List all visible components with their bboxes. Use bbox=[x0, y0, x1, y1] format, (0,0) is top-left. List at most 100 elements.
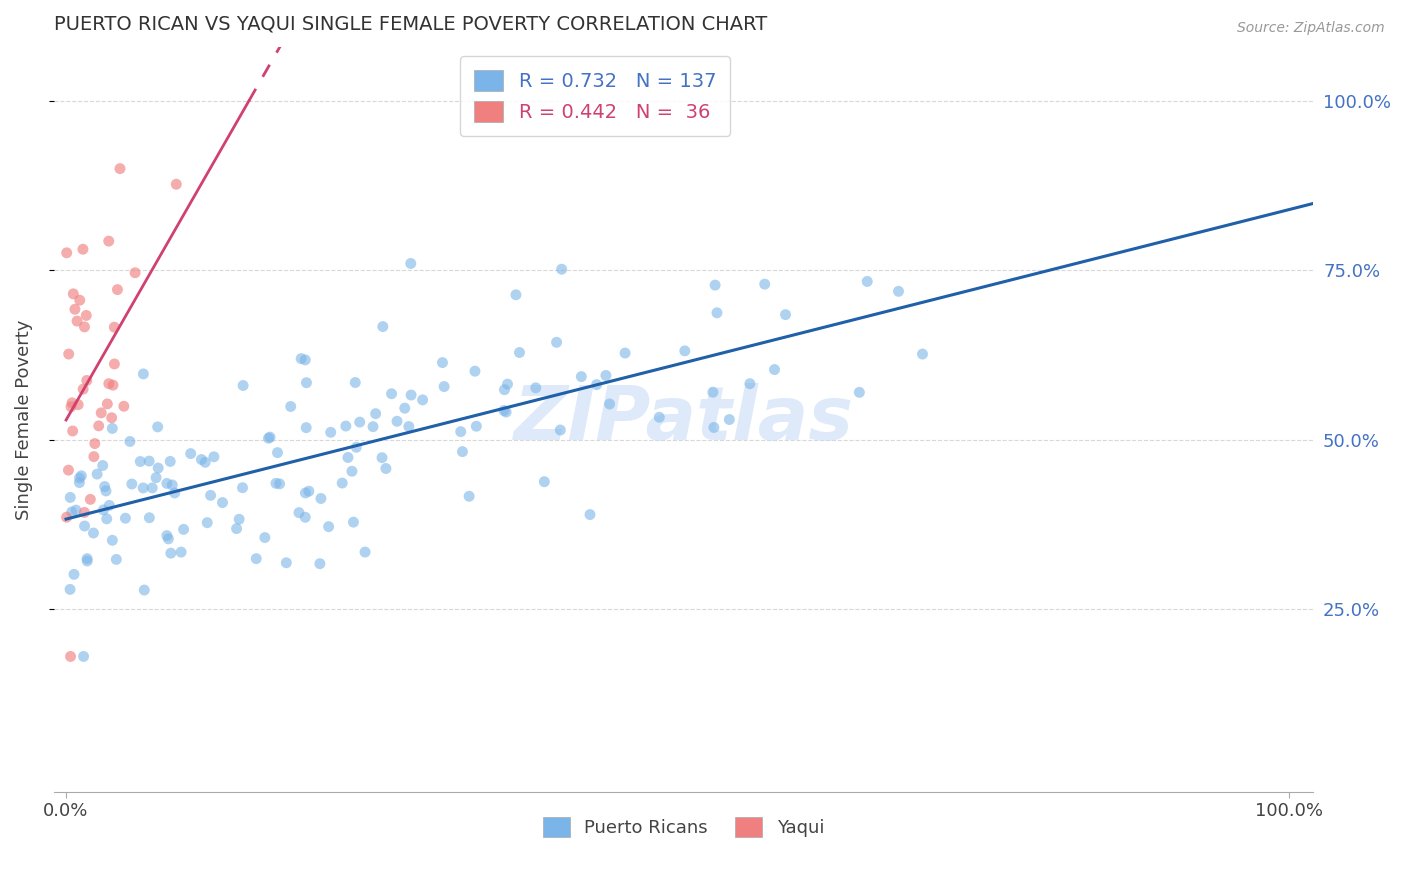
Point bbox=[63, 567, 86, 582]
Point bbox=[340, 464, 363, 478]
Point bbox=[354, 545, 377, 559]
Point bbox=[200, 488, 222, 502]
Point bbox=[496, 377, 519, 392]
Point bbox=[569, 369, 592, 384]
Point bbox=[55, 510, 77, 524]
Point bbox=[124, 266, 146, 280]
Point bbox=[371, 450, 394, 465]
Point bbox=[100, 410, 122, 425]
Point bbox=[398, 419, 420, 434]
Point bbox=[371, 319, 394, 334]
Point bbox=[202, 450, 225, 464]
Point bbox=[58, 347, 80, 361]
Point bbox=[294, 510, 316, 524]
Point bbox=[330, 476, 353, 491]
Point bbox=[738, 376, 761, 391]
Point bbox=[295, 420, 318, 434]
Point bbox=[70, 468, 93, 483]
Point bbox=[72, 382, 94, 396]
Point bbox=[450, 425, 472, 439]
Text: PUERTO RICAN VS YAQUI SINGLE FEMALE POVERTY CORRELATION CHART: PUERTO RICAN VS YAQUI SINGLE FEMALE POVE… bbox=[53, 15, 768, 34]
Point bbox=[349, 415, 371, 429]
Point bbox=[280, 400, 302, 414]
Point bbox=[67, 398, 90, 412]
Point bbox=[73, 519, 96, 533]
Point bbox=[59, 582, 82, 597]
Point bbox=[73, 505, 96, 519]
Text: Source: ZipAtlas.com: Source: ZipAtlas.com bbox=[1237, 21, 1385, 36]
Point bbox=[97, 234, 120, 248]
Point bbox=[87, 418, 110, 433]
Point bbox=[648, 410, 671, 425]
Point bbox=[173, 522, 195, 536]
Point bbox=[614, 346, 637, 360]
Point bbox=[266, 445, 288, 459]
Point bbox=[134, 582, 156, 597]
Point bbox=[374, 461, 396, 475]
Point bbox=[550, 262, 572, 277]
Point bbox=[579, 508, 602, 522]
Point bbox=[165, 178, 187, 192]
Point bbox=[318, 519, 340, 533]
Point bbox=[62, 286, 84, 301]
Point bbox=[69, 471, 91, 485]
Point bbox=[83, 436, 105, 450]
Legend: Puerto Ricans, Yaqui: Puerto Ricans, Yaqui bbox=[534, 808, 834, 847]
Point bbox=[319, 425, 342, 440]
Point bbox=[533, 475, 555, 489]
Point bbox=[138, 510, 160, 524]
Point bbox=[72, 649, 94, 664]
Point bbox=[394, 401, 416, 416]
Point bbox=[195, 516, 218, 530]
Point bbox=[232, 378, 254, 392]
Point bbox=[718, 412, 741, 426]
Point bbox=[911, 347, 934, 361]
Point bbox=[112, 399, 135, 413]
Point bbox=[294, 352, 316, 367]
Point bbox=[69, 293, 91, 308]
Point bbox=[704, 278, 727, 293]
Point bbox=[848, 385, 870, 400]
Point bbox=[342, 515, 364, 529]
Point bbox=[399, 388, 422, 402]
Point bbox=[101, 533, 124, 548]
Point bbox=[170, 545, 193, 559]
Point bbox=[156, 528, 179, 542]
Point bbox=[160, 546, 183, 560]
Point bbox=[361, 419, 384, 434]
Point bbox=[96, 512, 118, 526]
Point bbox=[245, 551, 267, 566]
Point bbox=[294, 486, 316, 500]
Point bbox=[97, 376, 120, 391]
Point bbox=[451, 444, 474, 458]
Point bbox=[83, 450, 105, 464]
Point bbox=[344, 440, 367, 454]
Point bbox=[298, 484, 321, 499]
Point bbox=[138, 454, 160, 468]
Point bbox=[103, 357, 125, 371]
Point bbox=[90, 406, 112, 420]
Point bbox=[309, 491, 332, 506]
Point bbox=[550, 423, 572, 437]
Point bbox=[276, 556, 298, 570]
Point bbox=[706, 306, 728, 320]
Point bbox=[65, 503, 87, 517]
Point bbox=[380, 386, 402, 401]
Point bbox=[59, 649, 82, 664]
Point bbox=[673, 343, 696, 358]
Point bbox=[344, 376, 367, 390]
Point bbox=[257, 431, 280, 445]
Point bbox=[162, 478, 184, 492]
Point bbox=[225, 522, 247, 536]
Point bbox=[253, 531, 276, 545]
Point bbox=[76, 374, 98, 388]
Point bbox=[180, 447, 202, 461]
Point bbox=[290, 351, 312, 366]
Point bbox=[412, 392, 434, 407]
Point bbox=[108, 161, 131, 176]
Point bbox=[145, 470, 167, 484]
Y-axis label: Single Female Poverty: Single Female Poverty bbox=[15, 319, 32, 519]
Point bbox=[432, 355, 454, 369]
Point bbox=[55, 245, 77, 260]
Point bbox=[775, 308, 797, 322]
